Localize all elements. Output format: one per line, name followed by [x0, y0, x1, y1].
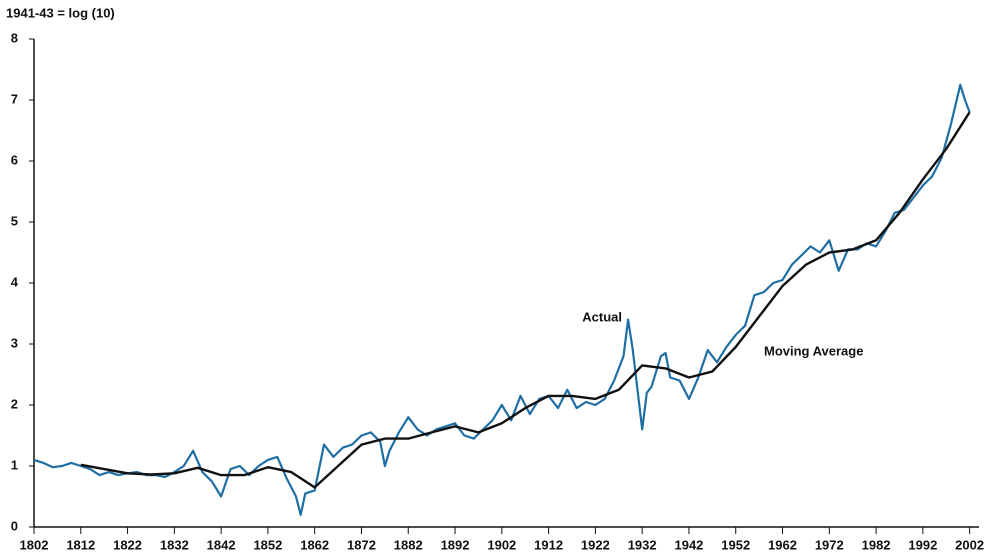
- x-tick-label: 1812: [66, 537, 95, 552]
- x-tick-label: 1862: [300, 537, 329, 552]
- x-tick-label: 1832: [160, 537, 189, 552]
- series-line: [33, 83, 971, 516]
- series-line: [80, 111, 971, 489]
- x-tick-label: 1822: [113, 537, 142, 552]
- x-tick-label: 1902: [487, 537, 516, 552]
- x-tick-label: 1932: [628, 537, 657, 552]
- y-tick-label: 3: [11, 335, 18, 350]
- x-tick-label: 1872: [347, 537, 376, 552]
- y-tick-label: 2: [11, 396, 18, 411]
- x-tick-label: 1802: [20, 537, 49, 552]
- x-tick-label: 1912: [534, 537, 563, 552]
- y-tick-label: 8: [11, 30, 18, 45]
- y-tick-label: 7: [11, 91, 18, 106]
- series-label: Moving Average: [764, 343, 863, 358]
- x-tick-label: 1882: [394, 537, 423, 552]
- x-tick-label: 2002: [955, 537, 984, 552]
- y-tick-label: 6: [11, 152, 18, 167]
- x-tick-label: 1892: [441, 537, 470, 552]
- series-label: Actual: [582, 309, 622, 324]
- x-tick-label: 1962: [768, 537, 797, 552]
- y-tick-label: 1: [11, 457, 18, 472]
- x-tick-label: 1852: [253, 537, 282, 552]
- x-tick-label: 1942: [674, 537, 703, 552]
- y-tick-label: 0: [11, 518, 18, 533]
- x-tick-label: 1992: [908, 537, 937, 552]
- x-tick-label: 1972: [815, 537, 844, 552]
- y-tick-label: 5: [11, 213, 18, 228]
- x-tick-label: 1922: [581, 537, 610, 552]
- x-tick-label: 1952: [721, 537, 750, 552]
- y-tick-label: 4: [11, 274, 19, 289]
- x-tick-label: 1982: [862, 537, 891, 552]
- y-axis-label: 1941-43 = log (10): [6, 5, 115, 20]
- x-tick-label: 1842: [207, 537, 236, 552]
